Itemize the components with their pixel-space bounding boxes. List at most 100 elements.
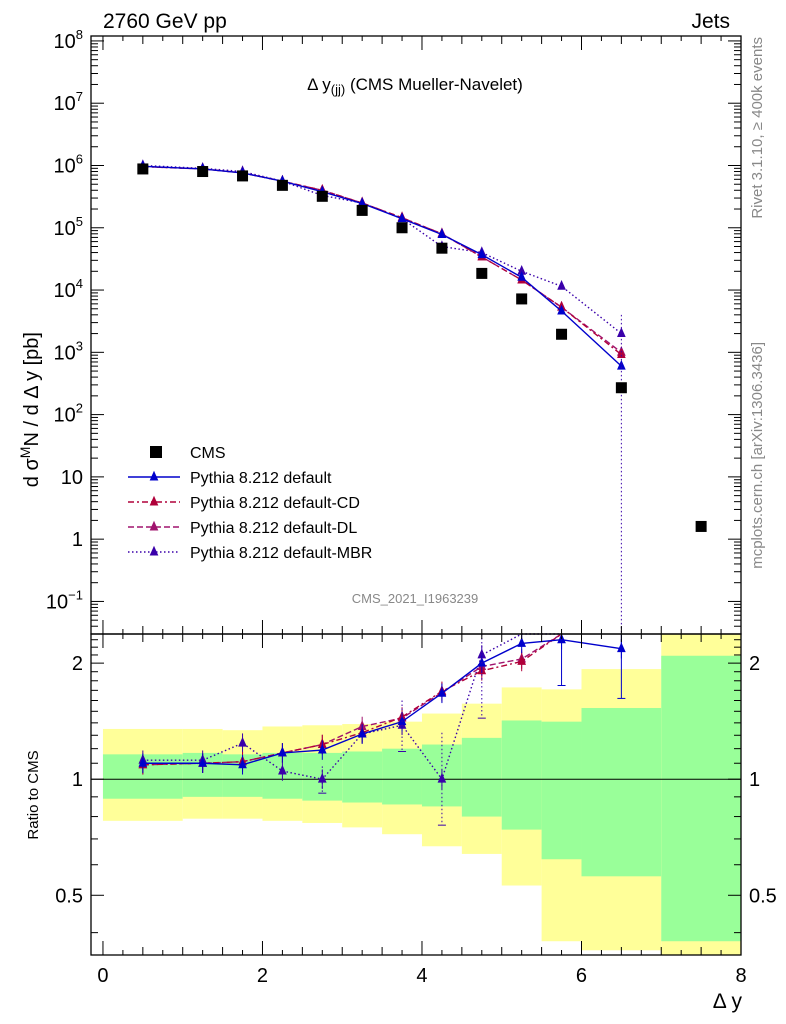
cms-marker-2 [237, 170, 249, 182]
ytick-base: 10 [54, 280, 76, 302]
main-marker-default-5 [357, 197, 367, 207]
cms-marker-11 [615, 382, 627, 394]
ratio-ylabel: Ratio to CMS [25, 750, 42, 839]
ratio-ytick-label-left-0: 0.5 [55, 885, 83, 907]
main-ytick-label-6: 102 [54, 401, 83, 427]
ratio-marker-cd-9 [517, 655, 527, 665]
main-frame [90, 35, 742, 635]
band-inner-11 [581, 707, 662, 877]
header-left: 2760 GeV pp [103, 10, 227, 33]
legend-marker-default [149, 470, 159, 481]
ytick-exp: −1 [68, 587, 83, 602]
legend-label-dl: Pythia 8.212 default-DL [190, 520, 357, 537]
legend-label-mbr: Pythia 8.212 default-MBR [190, 545, 372, 562]
ratio-marker-default-8 [477, 656, 487, 667]
band-inner-12 [661, 655, 741, 942]
main-marker-default-9 [517, 271, 527, 281]
main-ytick-label-0: 108 [54, 27, 83, 53]
main-ytick-label-5: 103 [54, 338, 83, 364]
ratio-marker-mbr-4 [317, 772, 327, 783]
ratio-line-default [142, 639, 622, 766]
cms-marker-6 [396, 222, 408, 234]
title-subscript: (jj) [331, 82, 345, 97]
ratio-marker-mbr-3 [278, 764, 287, 775]
ratio-marker-mbr-2 [238, 736, 247, 747]
ratio-marker-default-3 [278, 746, 287, 757]
ytick-base: 10 [54, 218, 76, 240]
cms-marker-7 [436, 242, 448, 254]
watermark: CMS_2021_I1963239 [352, 591, 479, 606]
ytick-base: 10 [46, 591, 68, 613]
legend-entry-cms: CMS [150, 445, 226, 462]
legend-marker-cd [149, 495, 159, 506]
ytick-exp: 7 [76, 89, 83, 104]
ylabel-sup: M [17, 447, 33, 459]
cms-marker-9 [516, 293, 528, 305]
ytick-base: 10 [54, 342, 76, 364]
legend-entry-default: Pythia 8.212 default [128, 470, 332, 487]
ratio-marker-default-7 [437, 687, 447, 697]
ytick-exp: 5 [76, 214, 83, 229]
main-ytick-label-1: 107 [54, 89, 83, 115]
ratio-ytick-label-left-1: 1 [72, 769, 83, 791]
ratio-xtick-label-0: 0 [97, 965, 108, 987]
band-inner-6 [382, 748, 422, 805]
ytick-base: 10 [54, 31, 76, 53]
ratio-marker-default-6 [397, 715, 407, 726]
legend-entry-dl: Pythia 8.212 default-DL [128, 520, 357, 537]
legend-entry-mbr: Pythia 8.212 default-MBR [128, 545, 372, 562]
chart-title: Δ y(jj) (CMS Mueller-Navelet) [307, 75, 523, 97]
main-ytick-label-7: 10 [61, 467, 83, 489]
ytick-exp: 4 [76, 276, 83, 291]
ratio-ytick-label-right-0: 0.5 [749, 885, 777, 907]
ratio-panel-series [138, 633, 626, 826]
title-rest: (CMS Mueller-Navelet) [345, 75, 523, 94]
ratio-line-cd [142, 633, 562, 766]
band-inner-8 [461, 737, 502, 817]
legend-label-cd: Pythia 8.212 default-CD [190, 495, 360, 512]
main-line-mbr [142, 164, 622, 335]
cms-marker-3 [276, 179, 288, 191]
main-panel-series [137, 159, 707, 634]
ratio-ytick-label-left-2: 2 [72, 653, 83, 675]
ratio-xtick-label-1: 2 [257, 965, 268, 987]
cms-marker-5 [356, 204, 368, 216]
legend-swatch-cms [150, 446, 162, 458]
ratio-marker-default-2 [238, 758, 247, 769]
ratio-uncertainty-bands [102, 634, 741, 955]
ytick-base: 10 [54, 405, 76, 427]
main-marker-mbr-10 [557, 279, 566, 290]
main-marker-default-8 [477, 248, 487, 259]
ratio-marker-default-0 [138, 756, 148, 767]
main-line-cd [142, 165, 622, 356]
ratio-ytick-label-right-1: 1 [749, 769, 760, 791]
ratio-xtick-label-3: 6 [576, 965, 587, 987]
ratio-marker-default-5 [357, 727, 367, 738]
cms-marker-1 [197, 166, 209, 178]
legend-label-default: Pythia 8.212 default [190, 470, 332, 487]
main-marker-default-6 [397, 212, 407, 223]
cms-marker-12 [695, 520, 707, 532]
title-main: Δ y [307, 75, 331, 94]
main-marker-mbr-9 [517, 264, 527, 275]
ytick-base: 1 [72, 529, 83, 551]
legend-entry-cd: Pythia 8.212 default-CD [128, 495, 360, 512]
main-marker-default-10 [557, 304, 566, 315]
ytick-exp: 6 [76, 151, 83, 166]
main-marker-cd-11 [617, 348, 626, 359]
main-line-dl [142, 165, 622, 353]
legend: CMS Pythia 8.212 default Pythia 8.212 defa… [128, 445, 372, 562]
ytick-exp: 8 [76, 27, 83, 42]
main-ytick-label-4: 104 [54, 276, 83, 302]
ytick-base: 10 [54, 93, 76, 115]
cms-marker-10 [556, 328, 568, 340]
header-right: Jets [691, 10, 730, 33]
axes-frames [90, 35, 742, 956]
ratio-marker-default-4 [317, 743, 327, 754]
band-inner-9 [501, 720, 542, 830]
ytick-base: 10 [61, 467, 83, 489]
ratio-marker-default-1 [198, 756, 207, 767]
ylabel-post: N / d Δ y [pb] [21, 332, 43, 447]
